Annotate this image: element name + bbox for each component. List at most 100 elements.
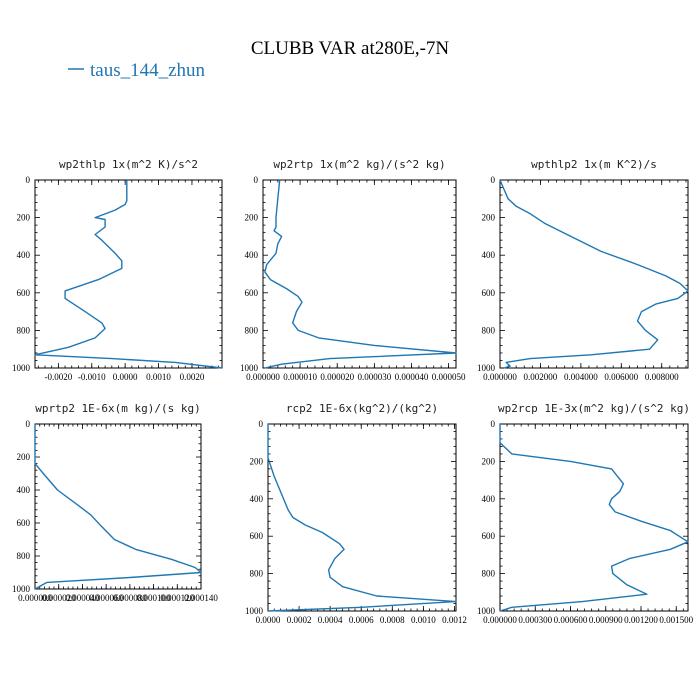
y-tick-label: 200 (17, 213, 31, 223)
subplot-title: wpthlp2 1x(m K^2)/s (531, 158, 657, 171)
x-tick-label: 0.0000 (113, 372, 138, 382)
x-tick-label: -0.0020 (45, 372, 73, 382)
x-tick-label: 0.0012 (442, 615, 467, 625)
subplot-title: wp2thlp 1x(m^2 K)/s^2 (59, 158, 198, 171)
y-tick-label: 800 (17, 551, 31, 561)
x-tick-label: 0.000300 (518, 615, 552, 625)
x-tick-label: 0.0004 (318, 615, 343, 625)
y-tick-label: 200 (482, 213, 496, 223)
x-tick-label: 0.000000 (483, 372, 517, 382)
y-tick-label: 0 (491, 419, 496, 429)
x-tick-label: 0.000020 (320, 372, 354, 382)
x-tick-label: 0.000020 (42, 593, 76, 603)
x-tick-label: 0.0006 (349, 615, 374, 625)
y-tick-label: 200 (250, 456, 264, 466)
y-tick-label: 200 (245, 213, 259, 223)
x-tick-label: 0.0000 (256, 615, 281, 625)
y-tick-label: 0 (26, 175, 31, 185)
x-tick-label: 0.000040 (66, 593, 100, 603)
x-tick-label: 0.000040 (395, 372, 429, 382)
x-tick-label: 0.000600 (554, 615, 588, 625)
x-tick-label: 0.0020 (180, 372, 205, 382)
y-tick-label: 600 (245, 288, 259, 298)
legend: taus_144_zhun (68, 60, 206, 81)
x-tick-label: 0.000120 (160, 593, 194, 603)
series-line-1 (34, 180, 223, 369)
y-tick-label: 800 (250, 569, 264, 579)
x-tick-label: 0.0010 (411, 615, 436, 625)
x-tick-label: 0.000060 (89, 593, 123, 603)
y-tick-label: 0 (254, 175, 259, 185)
series-line-1 (264, 179, 457, 369)
plot-frame (267, 423, 457, 612)
y-tick-label: 800 (482, 569, 496, 579)
y-tick-label: 600 (17, 518, 31, 528)
plot-frame (34, 179, 223, 369)
series-line-1 (499, 424, 689, 612)
x-tick-label: -0.0010 (78, 372, 106, 382)
x-tick-label: 0.001500 (659, 615, 693, 625)
subplot-5: rcp2 1E-6x(kg^2)/(kg^2) 0 200 400 600 800 1000… (245, 402, 467, 625)
x-tick-label: 0.0008 (380, 615, 405, 625)
x-tick-label: 0.000030 (357, 372, 391, 382)
plot-frame (499, 423, 689, 612)
x-tick-label: 0.000900 (589, 615, 623, 625)
x-tick-label: 0.008000 (645, 372, 679, 382)
y-tick-label: 600 (250, 531, 264, 541)
x-tick-label: 0.001200 (624, 615, 658, 625)
y-tick-label: 600 (482, 288, 496, 298)
y-tick-label: 800 (482, 325, 496, 335)
subplot-grid: wp2thlp 1x(m^2 K)/s^2 0 200 400 600 800 1000 -0… (12, 158, 694, 625)
subplot-4: wprtp2 1E-6x(m kg)/(s kg) 0 200 400 600 800 10… (12, 402, 218, 603)
x-tick-label: 0.000050 (432, 372, 466, 382)
y-tick-label: 0 (259, 419, 264, 429)
y-tick-label: 600 (482, 531, 496, 541)
y-tick-label: 400 (245, 250, 259, 260)
plot-frame (34, 423, 202, 590)
y-tick-label: 0 (491, 175, 496, 185)
y-tick-label: 400 (17, 485, 31, 495)
plot-frame (262, 179, 457, 369)
y-tick-label: 1000 (12, 363, 31, 373)
y-tick-label: 400 (482, 494, 496, 504)
y-tick-label: 200 (482, 456, 496, 466)
subplot-2: wp2rtp 1x(m^2 kg)/(s^2 kg) 0 200 400 600 800 1… (240, 158, 466, 382)
y-tick-label: 1000 (477, 363, 496, 373)
y-tick-label: 200 (17, 452, 31, 462)
y-tick-label: 400 (17, 250, 31, 260)
subplot-title: wprtp2 1E-6x(m kg)/(s kg) (35, 402, 201, 415)
x-tick-label: 0.000080 (113, 593, 147, 603)
y-tick-label: 800 (17, 325, 31, 335)
plot-frame (499, 179, 689, 369)
series-line-1 (267, 424, 457, 612)
y-tick-label: 1000 (245, 606, 264, 616)
subplot-6: wp2rcp 1E-3x(m^2 kg)/(s^2 kg)0 200 400 600 8… (477, 402, 694, 625)
y-tick-label: 800 (245, 325, 259, 335)
series-line-1 (34, 424, 202, 590)
subplot-title: rcp2 1E-6x(kg^2)/(kg^2) (286, 402, 438, 415)
x-tick-label: 0.0002 (287, 615, 312, 625)
subplot-title: wp2rcp 1E-3x(m^2 kg)/(s^2 kg) (498, 402, 690, 415)
y-tick-label: 1000 (477, 606, 496, 616)
x-tick-label: 0.000000 (483, 615, 517, 625)
x-tick-label: 0.006000 (604, 372, 638, 382)
y-tick-label: 400 (482, 250, 496, 260)
x-tick-label: 0.000140 (184, 593, 218, 603)
x-tick-label: 0.0010 (146, 372, 171, 382)
y-tick-label: 600 (17, 288, 31, 298)
subplot-1: wp2thlp 1x(m^2 K)/s^2 0 200 400 600 800 1000 -0… (12, 158, 223, 382)
series-line-1 (499, 179, 689, 369)
x-tick-label: 0.002000 (524, 372, 558, 382)
y-tick-label: 0 (26, 419, 31, 429)
x-tick-label: 0.000000 (246, 372, 280, 382)
x-tick-label: 0.000100 (137, 593, 171, 603)
y-tick-label: 1000 (12, 584, 31, 594)
x-tick-label: 0.000000 (18, 593, 52, 603)
x-tick-label: 0.000010 (283, 372, 317, 382)
y-tick-label: 1000 (240, 363, 259, 373)
figure-title: CLUBB VAR at280E,-7N (251, 38, 450, 59)
x-tick-label: 0.004000 (564, 372, 598, 382)
subplot-3: wpthlp2 1x(m K^2)/s020040060080010000.00… (477, 158, 689, 382)
y-tick-label: 400 (250, 494, 264, 504)
